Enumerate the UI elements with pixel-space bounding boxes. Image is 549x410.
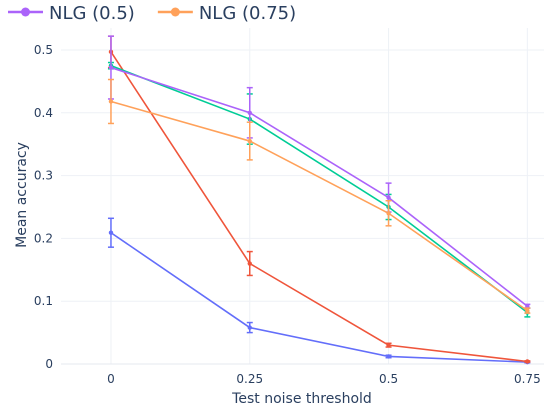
grid [61, 28, 544, 365]
data-point [386, 211, 391, 216]
data-point [386, 195, 391, 200]
x-tick-label: 0 [107, 372, 115, 386]
x-axis-title: Test noise threshold [231, 391, 372, 407]
series-line [110, 100, 528, 312]
x-tick-label: 0.25 [236, 372, 263, 386]
legend-label: NLG (0.75) [199, 3, 296, 24]
data-point [525, 308, 530, 313]
data-point [247, 110, 252, 115]
ticks: 0 0.1 0.2 0.3 0.4 0.5 0 0.25 0.5 0.75 [34, 43, 541, 386]
series-line [110, 64, 528, 314]
series-2 [107, 61, 531, 318]
y-tick-label: 0.2 [34, 231, 53, 245]
data-point [108, 99, 114, 104]
y-tick-label: 0.4 [34, 106, 53, 120]
series-line [110, 232, 528, 363]
legend: NLG (0.5) NLG (0.75) [8, 3, 296, 24]
x-tick-label: 0.5 [379, 372, 398, 386]
series-0 [107, 217, 531, 365]
series-1 [107, 35, 531, 364]
legend-swatch-marker [21, 7, 30, 17]
data-point [386, 342, 391, 348]
x-tick-label: 0.75 [514, 372, 541, 386]
y-axis-title: Mean accuracy [14, 142, 30, 248]
legend-label: NLG (0.5) [49, 3, 135, 24]
y-tick-label: 0.1 [34, 294, 53, 308]
series-line [110, 51, 528, 363]
data-point [247, 261, 252, 266]
y-tick-label: 0.3 [34, 169, 53, 183]
series-line [110, 66, 528, 307]
data-point [386, 354, 391, 359]
data-point [108, 65, 114, 70]
legend-swatch-marker [170, 7, 180, 17]
series-4 [107, 78, 531, 314]
data-point [108, 230, 114, 235]
data-point [247, 138, 252, 144]
y-tick-label: 0 [45, 357, 53, 371]
data-point [525, 304, 530, 309]
series-layer [107, 35, 531, 365]
data-point [247, 325, 252, 330]
data-point [525, 359, 530, 364]
y-tick-label: 0.5 [34, 43, 53, 57]
